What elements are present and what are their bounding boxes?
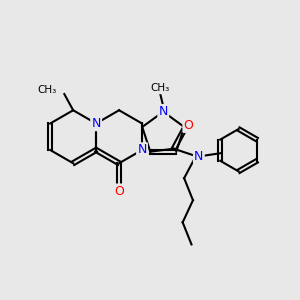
Text: CH₃: CH₃: [38, 85, 57, 94]
Text: N: N: [137, 143, 147, 157]
Text: O: O: [184, 119, 194, 132]
Text: N: N: [194, 150, 203, 163]
Text: N: N: [92, 117, 101, 130]
Text: CH₃: CH₃: [151, 83, 170, 93]
Text: N: N: [159, 105, 168, 118]
Text: O: O: [114, 185, 124, 198]
